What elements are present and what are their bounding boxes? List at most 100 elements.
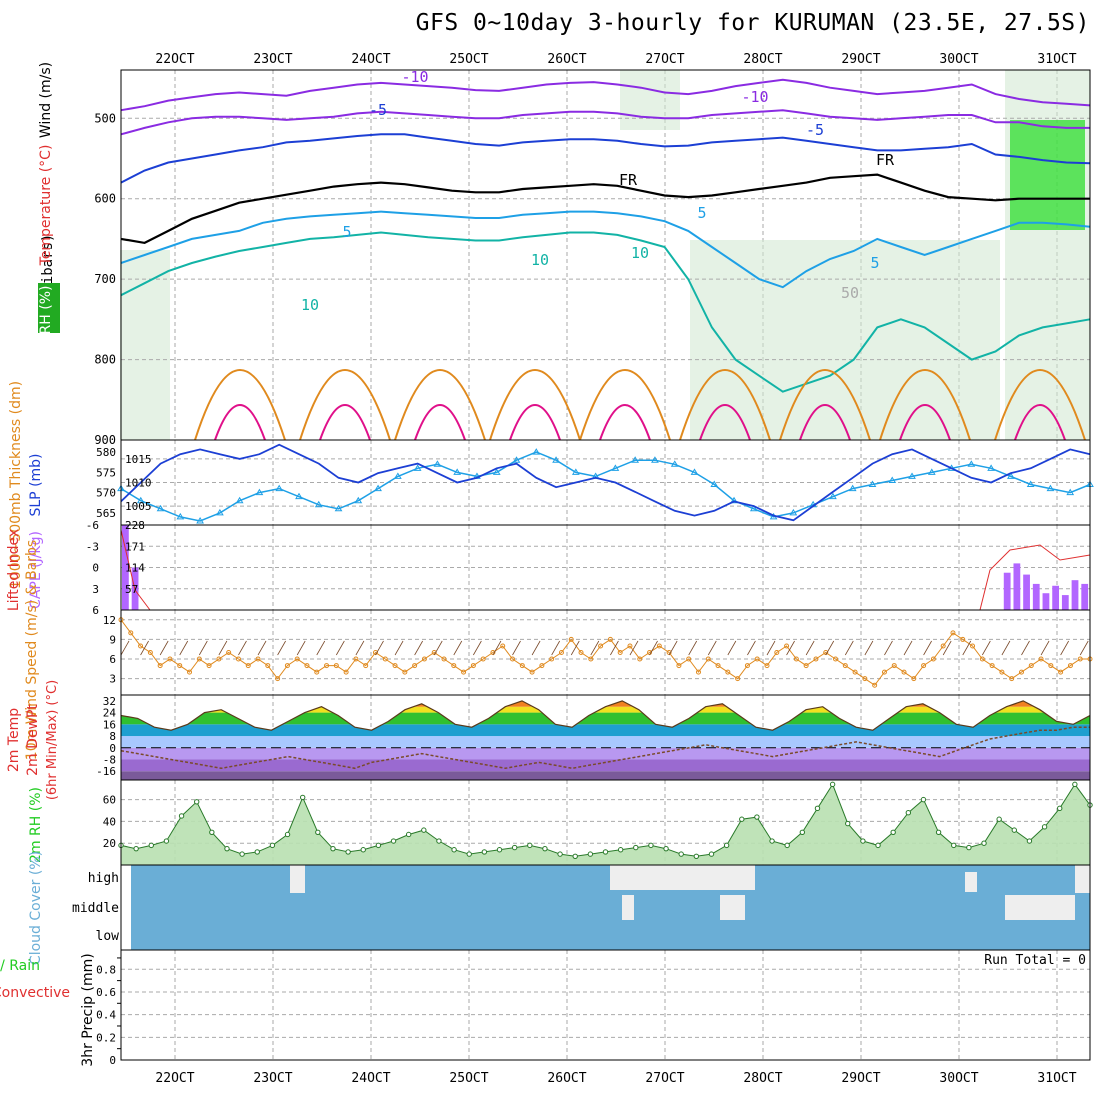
bottom-date-label: 27OCT [645, 1071, 684, 1086]
panel-frame [120, 949, 1091, 1061]
wind-barb [668, 640, 678, 656]
warm-contour [779, 369, 871, 441]
wind-speed-point [510, 656, 516, 662]
rh-shading [120, 250, 170, 440]
y-tick-label: 575 [96, 466, 116, 479]
thickness-point [492, 468, 501, 475]
temp-band [121, 736, 1090, 748]
wind-speed-point [1077, 656, 1083, 662]
thickness-point [848, 484, 857, 492]
wind-barb [747, 640, 756, 656]
wind-speed-point [275, 676, 281, 682]
wind-speed-point [235, 656, 241, 662]
wind-barb [844, 640, 854, 656]
temp-band [121, 700, 1090, 707]
contour-line [120, 109, 1090, 136]
wind-speed-point [412, 663, 418, 669]
wind-speed-point [715, 663, 721, 669]
rh-point [375, 842, 382, 849]
thickness-point [512, 456, 521, 463]
wind-speed-line [120, 619, 1090, 686]
thickness-point [295, 492, 303, 500]
thickness-point [176, 512, 185, 520]
y-tick-label: 800 [94, 353, 116, 367]
rh-shading [690, 240, 1000, 440]
contour-value-label: FR [619, 171, 638, 189]
run-total-label: Run Total = 0 [984, 953, 1086, 968]
rh-point [466, 851, 472, 857]
bottom-date-label: 24OCT [351, 1071, 390, 1086]
y-tick-label: 700 [94, 272, 116, 286]
rh-legend-swatch [38, 283, 60, 333]
y-tick-label: 0 [109, 1054, 116, 1067]
rh-point [708, 851, 715, 857]
li-tick-label: -3 [86, 540, 99, 553]
wind-speed-point [216, 656, 222, 662]
temp-band [121, 706, 1090, 713]
wind-speed-point [578, 650, 584, 655]
rh-point [178, 813, 185, 819]
rh-point [799, 829, 806, 836]
wind-speed-point [764, 663, 770, 669]
wind-barb [120, 640, 130, 656]
rh-point [436, 838, 442, 844]
wind-speed-point [617, 650, 623, 655]
y-tick-label: 0.6 [96, 986, 116, 999]
thickness-point [670, 460, 679, 467]
rh-point [739, 816, 745, 822]
contour-value-label: 10 [631, 244, 649, 262]
rh-shading-high [1010, 120, 1085, 230]
wind-barb [238, 640, 247, 656]
thickness-point [413, 464, 422, 471]
clear-sky-gap [622, 895, 634, 920]
contour-line [120, 231, 1091, 393]
contour-line [120, 173, 1090, 245]
thickness-point [374, 484, 382, 492]
thickness-point [829, 492, 837, 500]
contour-value-label: 5 [342, 223, 351, 241]
contour-value-label: 5 [870, 254, 879, 272]
wind-barb [375, 640, 384, 656]
rh-point [194, 799, 200, 805]
y-axis-label-rh2m: 2m RH (%) [28, 787, 44, 863]
wind-speed-point [911, 676, 917, 682]
wind-speed-point [979, 656, 985, 662]
rh-point [951, 842, 957, 849]
wind-speed-point [1067, 663, 1073, 669]
top-date-label: 29OCT [841, 52, 880, 67]
wind-speed-point [960, 636, 966, 642]
wind-speed-point [480, 656, 486, 662]
thickness-point [749, 504, 758, 512]
rh-point [148, 842, 154, 849]
hot-contour [319, 404, 371, 441]
thickness-point [1026, 480, 1035, 488]
y-tick-label: 3 [109, 673, 116, 686]
contour-value-label: -10 [401, 68, 428, 86]
bottom-date-label: 29OCT [841, 1071, 880, 1086]
li-tick-label: 6 [92, 604, 99, 617]
top-date-label: 24OCT [351, 52, 390, 67]
rh-point [572, 853, 578, 859]
cape-bar [1003, 572, 1011, 610]
rh-point [1041, 824, 1048, 830]
contour-value-label: -5 [369, 101, 387, 119]
rh-point [284, 831, 291, 838]
wind-speed-point [970, 643, 976, 649]
wind-speed-point [656, 643, 662, 649]
cape-bar [1052, 585, 1060, 610]
wind-barb [707, 640, 717, 656]
precip-label-convective: Convective [0, 985, 70, 1001]
y-tick-label: 32 [103, 695, 116, 708]
wind-speed-point [803, 663, 809, 669]
hot-contour [414, 404, 466, 441]
wind-barb [864, 640, 874, 656]
wind-barb [629, 640, 639, 656]
contour-line [120, 210, 1091, 289]
wind-barb [962, 640, 972, 656]
wind-speed-point [333, 663, 339, 669]
wind-speed-point [451, 663, 457, 669]
cape-bar [1023, 574, 1030, 610]
warm-contour [994, 369, 1086, 441]
wind-barb [570, 640, 580, 656]
rh-point [254, 849, 260, 855]
